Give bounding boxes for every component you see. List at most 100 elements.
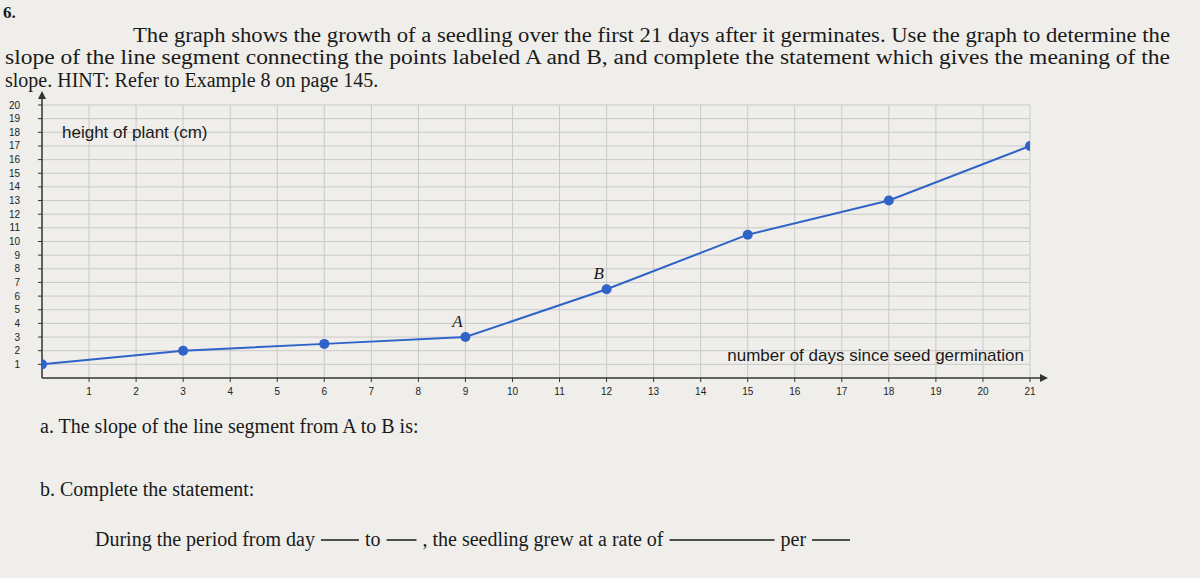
- x-tick: [559, 378, 560, 382]
- y-tick: [38, 309, 42, 310]
- x-tick: [465, 378, 466, 382]
- x-tick: [277, 378, 278, 382]
- grid-line-y: [42, 337, 1030, 338]
- x-tick: [700, 378, 701, 382]
- statement-part: per: [781, 528, 807, 551]
- data-point: [319, 339, 329, 349]
- problem-line: slope. HINT: Refer to Example 8 on page …: [5, 69, 378, 92]
- y-tick-label: 11: [10, 222, 21, 233]
- question-a: a. The slope of the line segment from A …: [40, 415, 418, 438]
- y-tick-label: 6: [14, 291, 20, 302]
- y-tick-label: 1: [14, 359, 20, 370]
- x-tick: [136, 378, 137, 382]
- statement-part: , the seedling grew at a rate of: [423, 528, 664, 551]
- answer-blank: [670, 539, 775, 541]
- x-tick: [89, 378, 90, 382]
- y-tick: [38, 159, 42, 160]
- x-tick: [183, 378, 184, 382]
- statement-part: to: [365, 528, 381, 550]
- x-tick: [512, 378, 513, 382]
- x-tick-label: 18: [883, 386, 895, 397]
- x-axis-label: number of days since seed germination: [727, 346, 1024, 365]
- y-axis-label: height of plant (cm): [62, 123, 208, 142]
- grid-line-y: [42, 268, 1030, 269]
- data-point: [743, 230, 753, 240]
- x-tick-label: 20: [977, 386, 989, 397]
- x-tick-label: 1: [86, 386, 92, 397]
- x-tick: [841, 378, 842, 382]
- x-tick-label: 5: [274, 386, 280, 397]
- grid-line-y: [42, 227, 1030, 228]
- grid-line-y: [42, 105, 1030, 106]
- grid: [42, 105, 1030, 378]
- grid-line-y: [42, 214, 1030, 215]
- x-tick-label: 14: [695, 386, 707, 397]
- y-tick-label: 14: [9, 181, 21, 192]
- y-tick-label: 13: [9, 195, 21, 206]
- y-tick: [38, 132, 42, 133]
- x-tick: [982, 378, 983, 382]
- y-tick-label: 16: [9, 154, 21, 165]
- y-tick: [38, 364, 42, 365]
- y-tick: [38, 241, 42, 242]
- grid-line-y: [42, 200, 1030, 201]
- x-tick: [1030, 378, 1031, 382]
- y-tick: [38, 350, 42, 351]
- x-tick: [888, 378, 889, 382]
- x-tick: [418, 378, 419, 382]
- y-tick-label: 2: [14, 345, 20, 356]
- x-tick-label: 12: [601, 386, 613, 397]
- data-point: [178, 346, 188, 356]
- y-tick-label: 5: [14, 304, 20, 315]
- y-tick: [38, 145, 42, 146]
- problem-number: 6.: [3, 3, 16, 22]
- answer-blank: [812, 539, 850, 541]
- problem-line: slope of the line segment connecting the…: [5, 46, 1170, 69]
- x-tick-label: 7: [369, 386, 375, 397]
- data-point: [460, 332, 470, 342]
- grid-line-y: [42, 241, 1030, 242]
- data-point: [884, 196, 894, 206]
- y-tick-label: 20: [9, 100, 21, 111]
- y-tick-label: 8: [14, 263, 20, 274]
- x-tick-label: 16: [789, 386, 801, 397]
- y-tick: [38, 282, 42, 283]
- grid-line-y: [42, 309, 1030, 310]
- y-tick: [38, 200, 42, 201]
- y-tick-label: 7: [14, 277, 20, 288]
- x-tick: [606, 378, 607, 382]
- x-tick: [324, 378, 325, 382]
- y-tick: [38, 173, 42, 174]
- grid-line-y: [42, 255, 1030, 256]
- y-tick-label: 17: [9, 140, 21, 151]
- x-tick-label: 17: [836, 386, 848, 397]
- y-tick: [38, 337, 42, 338]
- grid-line-y: [42, 186, 1030, 187]
- x-tick-label: 11: [554, 386, 565, 397]
- problem-line: The graph shows the growth of a seedling…: [133, 24, 1170, 47]
- x-tick-label: 21: [1024, 386, 1036, 397]
- y-axis-arrow: [38, 91, 46, 99]
- y-tick: [38, 105, 42, 106]
- data-group: [42, 141, 1030, 369]
- grid-line-y: [42, 145, 1030, 146]
- point-annotation: B: [593, 264, 604, 283]
- y-tick-label: 10: [9, 236, 21, 247]
- y-tick: [38, 186, 42, 187]
- x-tick-label: 13: [648, 386, 660, 397]
- y-tick-label: 4: [14, 318, 20, 329]
- y-tick-label: 19: [9, 113, 21, 124]
- y-tick: [38, 118, 42, 119]
- x-tick-label: 10: [507, 386, 519, 397]
- grid-line-y: [42, 159, 1030, 160]
- y-tick: [38, 323, 42, 324]
- y-tick-label: 12: [9, 209, 21, 220]
- point-annotation: A: [451, 312, 463, 331]
- x-tick: [794, 378, 795, 382]
- grid-line-y: [42, 323, 1030, 324]
- answer-blank: [387, 539, 417, 541]
- y-tick-label: 9: [14, 250, 20, 261]
- x-tick-label: 2: [133, 386, 139, 397]
- x-tick-label: 9: [463, 386, 469, 397]
- y-tick: [38, 214, 42, 215]
